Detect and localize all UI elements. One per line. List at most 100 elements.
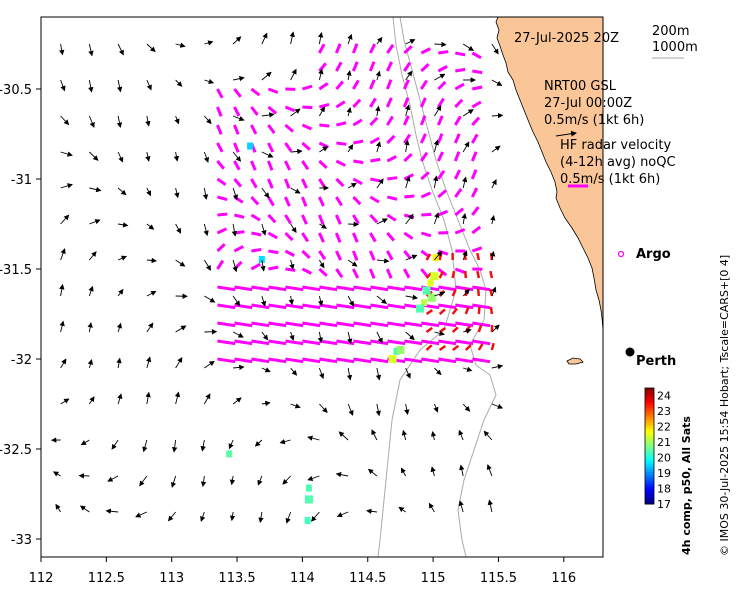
hf-arrow	[438, 271, 445, 279]
vector-arrow	[375, 141, 382, 153]
model-arrow	[419, 97, 427, 108]
vector-arrow	[111, 439, 119, 450]
vector-arrow	[491, 43, 499, 55]
vector-arrow	[307, 435, 320, 441]
vector-arrow	[288, 295, 294, 306]
model-arrow	[386, 213, 397, 222]
colorbar-segment	[645, 463, 654, 467]
vector-arrow	[117, 393, 123, 405]
vector-arrow	[232, 115, 245, 122]
model-arrow	[317, 214, 325, 225]
vector-arrow	[463, 366, 473, 372]
model-arrow	[318, 43, 326, 54]
model-arrow	[420, 171, 430, 181]
vector-arrow	[491, 112, 504, 119]
hf-arrow	[476, 252, 481, 261]
colorbar-segment	[645, 402, 654, 406]
vector-arrow	[60, 183, 73, 189]
model-arrow	[404, 194, 415, 199]
plot-frame	[40, 16, 604, 558]
model-arrow	[301, 178, 308, 189]
model-arrow	[268, 339, 287, 346]
colorbar-segment	[645, 437, 654, 441]
model-arrow	[250, 213, 261, 222]
vector-arrow	[434, 291, 446, 297]
x-tick-label: 114.5	[349, 571, 386, 586]
vector-arrow	[376, 331, 383, 344]
vector-arrow	[170, 475, 177, 488]
vector-arrow	[346, 70, 352, 81]
vector-arrow	[290, 223, 297, 234]
x-tick-label: 115.5	[480, 571, 517, 586]
model-arrow	[471, 225, 482, 235]
model-arrow	[369, 195, 380, 204]
vector-arrow	[146, 356, 152, 369]
model-arrow	[284, 142, 293, 153]
vector-arrow	[232, 36, 242, 45]
vector-arrow	[404, 104, 411, 117]
model-arrow	[352, 195, 362, 206]
model-arrow	[472, 85, 483, 91]
hf-arrow	[438, 344, 447, 352]
vector-arrow	[318, 106, 325, 117]
model-arrow	[336, 357, 355, 364]
model-arrow	[284, 178, 291, 189]
land-mass	[495, 17, 603, 557]
model-arrow	[267, 178, 274, 189]
vector-arrow	[79, 505, 90, 513]
model-arrow	[216, 124, 223, 135]
model-arrow	[335, 80, 345, 90]
black-vector-arrows	[50, 31, 504, 524]
vector-arrow	[145, 151, 151, 162]
colorbar-segment	[645, 501, 654, 505]
vector-arrow	[232, 187, 239, 201]
model-arrow	[453, 151, 461, 162]
colorbar-tick-label: 20	[657, 452, 671, 465]
model-arrow	[403, 61, 412, 72]
vector-arrow	[401, 429, 407, 441]
model-arrow	[370, 321, 389, 328]
vector-arrow	[116, 79, 123, 93]
model-arrow	[403, 250, 412, 260]
model-arrow	[387, 176, 398, 181]
vector-arrow	[146, 223, 155, 230]
model-arrow	[284, 105, 296, 113]
model-arrow	[319, 357, 338, 364]
vector-arrow	[376, 36, 383, 45]
depth-legend-1000m: 1000m	[652, 40, 698, 55]
model-arrow	[334, 43, 342, 54]
vector-arrow	[434, 367, 442, 376]
colorbar-segment	[645, 425, 654, 430]
model-arrow	[420, 63, 430, 73]
vector-arrow	[59, 43, 65, 56]
vector-arrow	[200, 475, 207, 488]
model-arrow	[334, 232, 342, 243]
model-current-arrows	[216, 43, 491, 364]
colorbar-segment	[645, 399, 654, 403]
vector-arrow	[89, 151, 99, 161]
x-tick-label: 116	[551, 571, 576, 586]
vector-arrow	[405, 39, 416, 45]
vector-arrow	[204, 40, 214, 46]
sst-patch	[258, 256, 265, 263]
model-arrow	[353, 339, 372, 346]
sst-patch	[427, 279, 434, 287]
vector-arrow	[367, 468, 378, 477]
model-arrow	[455, 67, 466, 73]
model-arrow	[387, 285, 406, 292]
hf-arrow	[477, 343, 484, 351]
hf-label-1: HF radar velocity	[560, 138, 672, 153]
vector-arrow	[462, 288, 470, 297]
hf-arrow	[477, 306, 481, 315]
model-arrow	[336, 321, 355, 328]
model-arrow	[335, 196, 343, 207]
model-label-2: 27-Jul 00:00Z	[544, 96, 632, 111]
vector-arrow	[261, 400, 271, 407]
vector-arrow	[175, 357, 183, 369]
vector-arrow	[317, 31, 324, 45]
model-arrow	[385, 61, 393, 72]
model-arrow	[472, 357, 491, 364]
model-arrow	[353, 139, 364, 145]
model-arrow	[352, 79, 360, 90]
model-arrow	[284, 196, 291, 207]
